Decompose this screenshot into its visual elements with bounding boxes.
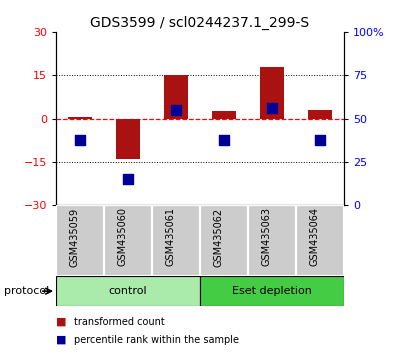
Bar <box>308 110 332 119</box>
Bar <box>200 205 248 276</box>
Point <box>173 107 179 113</box>
Text: Eset depletion: Eset depletion <box>232 286 312 296</box>
Bar <box>212 112 236 119</box>
Bar <box>56 276 200 306</box>
Text: GSM435063: GSM435063 <box>262 207 272 267</box>
Text: GSM435061: GSM435061 <box>166 207 176 267</box>
Text: protocol: protocol <box>4 286 49 296</box>
Bar <box>68 117 92 119</box>
Text: transformed count: transformed count <box>74 317 165 327</box>
Bar <box>164 75 188 119</box>
Text: control: control <box>109 286 147 296</box>
Bar <box>200 276 344 306</box>
Bar <box>296 205 344 276</box>
Bar <box>116 119 140 159</box>
Text: ■: ■ <box>56 335 66 345</box>
Text: GDS3599 / scl0244237.1_299-S: GDS3599 / scl0244237.1_299-S <box>90 16 310 30</box>
Point <box>317 137 323 143</box>
Text: GSM435064: GSM435064 <box>310 207 320 267</box>
Text: percentile rank within the sample: percentile rank within the sample <box>74 335 239 345</box>
Point <box>269 105 275 111</box>
Text: ■: ■ <box>56 317 66 327</box>
Point <box>221 137 227 143</box>
Text: GSM435059: GSM435059 <box>70 207 80 267</box>
Point <box>77 137 83 143</box>
Text: GSM435060: GSM435060 <box>118 207 128 267</box>
Bar <box>248 205 296 276</box>
Bar <box>104 205 152 276</box>
Bar <box>152 205 200 276</box>
Point <box>125 176 131 182</box>
Text: GSM435062: GSM435062 <box>214 207 224 267</box>
Bar <box>260 67 284 119</box>
Bar <box>56 205 104 276</box>
